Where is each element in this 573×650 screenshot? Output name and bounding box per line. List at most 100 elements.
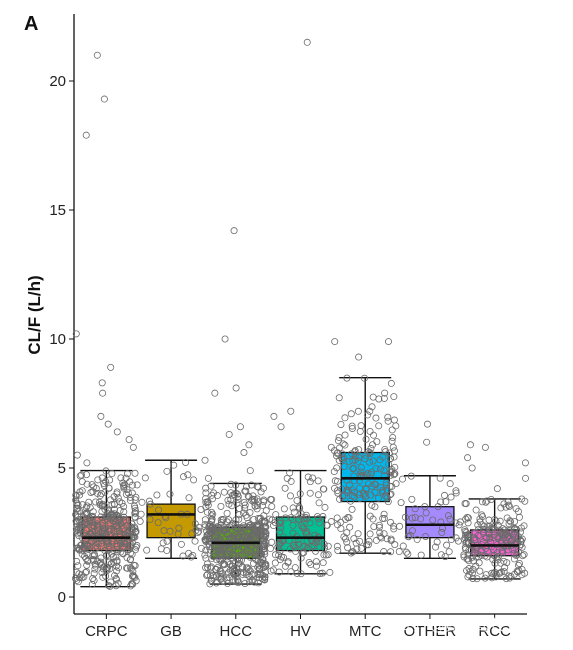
- hv-point: [274, 543, 282, 551]
- mtc-point: [368, 482, 376, 490]
- mtc-point: [360, 489, 368, 497]
- crpc-point: [93, 489, 101, 497]
- rcc-point: [518, 571, 526, 579]
- crpc-point: [94, 543, 102, 551]
- crpc-point: [91, 565, 99, 573]
- hcc-point: [231, 547, 239, 555]
- hcc-point: [250, 578, 258, 586]
- mtc-point: [340, 462, 348, 470]
- crpc-point: [104, 527, 112, 535]
- crpc-point: [98, 507, 106, 515]
- rcc-point: [463, 531, 471, 539]
- mtc-point: [366, 448, 374, 456]
- crpc-point: [130, 502, 138, 510]
- hcc-point: [225, 516, 233, 524]
- hcc-point: [215, 555, 223, 563]
- hv-point: [319, 513, 327, 521]
- gb-point: [184, 471, 192, 479]
- crpc-point: [127, 524, 135, 532]
- rcc-point: [465, 532, 473, 540]
- hcc-point: [223, 553, 231, 561]
- rcc-point: [476, 567, 484, 575]
- mtc-point: [388, 482, 396, 490]
- mtc-point: [341, 431, 349, 439]
- crpc-point: [85, 498, 93, 506]
- crpc-point: [126, 496, 134, 504]
- hcc-point: [207, 525, 215, 533]
- hv-point: [304, 473, 312, 481]
- mtc-point: [375, 523, 383, 531]
- hv-point: [296, 504, 304, 512]
- mtc-point: [376, 529, 384, 537]
- hcc-point: [231, 577, 239, 585]
- hv-point: [318, 569, 326, 577]
- rcc-point: [488, 574, 496, 582]
- hcc-point: [234, 524, 242, 532]
- hv-point: [289, 521, 297, 529]
- hv-point: [287, 568, 295, 576]
- crpc-point: [127, 564, 135, 572]
- crpc-point: [90, 483, 98, 491]
- mtc-point: [341, 414, 349, 422]
- rcc-point: [518, 565, 526, 573]
- mtc-point: [383, 535, 391, 543]
- mtc-point: [364, 411, 372, 419]
- mtc-point: [330, 447, 338, 455]
- mtc-point: [362, 541, 370, 549]
- hv-point: [268, 502, 276, 510]
- hcc-point: [240, 498, 248, 506]
- hcc-point: [239, 551, 247, 559]
- rcc-point: [478, 511, 486, 519]
- crpc-point: [89, 552, 97, 560]
- gb-point: [174, 530, 182, 538]
- hcc-point: [203, 560, 211, 568]
- mtc-point: [341, 441, 349, 449]
- gb-point: [137, 510, 145, 518]
- crpc-point: [82, 541, 90, 549]
- hcc-point: [217, 575, 225, 583]
- gb-box: [146, 503, 196, 539]
- hcc-outlier: [211, 389, 219, 397]
- gb-point: [153, 491, 161, 499]
- mtc-point: [388, 426, 396, 434]
- crpc-point: [94, 476, 102, 484]
- gb-point: [191, 537, 199, 545]
- crpc-point: [133, 481, 141, 489]
- rcc-point: [488, 526, 496, 534]
- hv-point: [321, 544, 329, 552]
- mtc-point: [380, 548, 388, 556]
- crpc-outlier: [93, 51, 101, 59]
- gb-point: [166, 527, 174, 535]
- hv-point: [268, 538, 276, 546]
- mtc-point: [381, 389, 389, 397]
- rcc-point: [492, 553, 500, 561]
- hv-point: [289, 504, 297, 512]
- other-point: [446, 515, 454, 523]
- crpc-point: [99, 573, 107, 581]
- mtc-point: [373, 438, 381, 446]
- crpc-outlier: [100, 95, 108, 103]
- other-point: [402, 548, 410, 556]
- mtc-point: [387, 518, 395, 526]
- hcc-point: [258, 550, 266, 558]
- rcc-point: [472, 506, 480, 514]
- hcc-point: [231, 569, 239, 577]
- rcc-point: [521, 497, 529, 505]
- hcc-point: [250, 530, 258, 538]
- rcc-outlier: [493, 485, 501, 493]
- mtc-point: [349, 548, 357, 556]
- crpc-point: [128, 481, 136, 489]
- rcc-point: [511, 518, 519, 526]
- hv-point: [289, 529, 297, 537]
- crpc-point: [86, 539, 94, 547]
- mtc-point: [357, 544, 365, 552]
- hv-point: [303, 515, 311, 523]
- crpc-point: [117, 548, 125, 556]
- y-axis-title: CL/F (L/h): [25, 275, 44, 354]
- hcc-point: [232, 481, 240, 489]
- crpc-point: [116, 532, 124, 540]
- other-point: [399, 542, 407, 550]
- rcc-point: [481, 574, 489, 582]
- mtc-point: [343, 538, 351, 546]
- hcc-point: [239, 531, 247, 539]
